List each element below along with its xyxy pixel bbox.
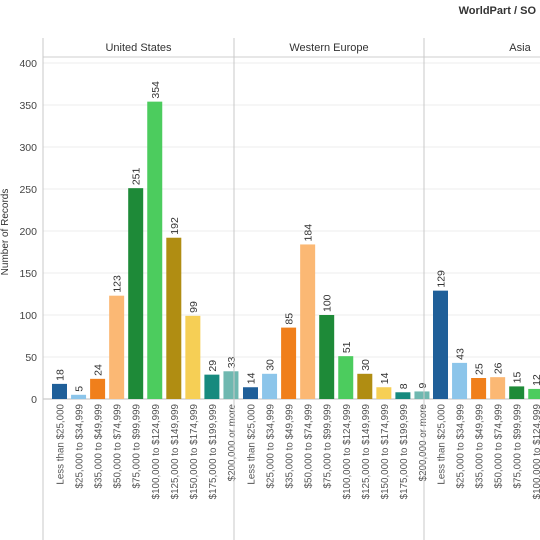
bar bbox=[490, 377, 506, 399]
panel-united-states: United States 18 Less than $25,000 5 $25,000… bbox=[42, 38, 239, 540]
category-label: $150,000 to $174,999 bbox=[380, 404, 391, 499]
panel-western-europe: Western Europe 14 Less than $25,000 30 $25,0… bbox=[233, 38, 430, 540]
y-axis: 0 50 100 150 200 250 300 350 400 bbox=[19, 58, 37, 406]
bar bbox=[243, 387, 258, 399]
bar bbox=[185, 315, 201, 399]
bar bbox=[319, 315, 335, 399]
bar-value-label: 30 bbox=[265, 359, 277, 371]
bar bbox=[262, 373, 278, 399]
category-label: $75,000 to $99,999 bbox=[323, 404, 334, 488]
bar-value-label: 123 bbox=[112, 275, 124, 293]
bar-value-label: 85 bbox=[284, 313, 296, 325]
category-label: $50,000 to $74,999 bbox=[113, 404, 124, 488]
category-label: $125,000 to $149,999 bbox=[170, 404, 181, 499]
panel-title: United States bbox=[105, 42, 172, 54]
bar-value-label: 25 bbox=[474, 363, 486, 375]
bar-value-label: 51 bbox=[341, 341, 353, 353]
bar-value-label: 30 bbox=[360, 359, 372, 371]
y-tick-label: 150 bbox=[19, 268, 37, 280]
bar bbox=[338, 356, 354, 399]
bar bbox=[471, 378, 487, 399]
y-axis-label: Number of Records bbox=[0, 189, 11, 276]
category-label: $35,000 to $49,999 bbox=[94, 404, 105, 488]
category-label: Less than $25,000 bbox=[247, 403, 258, 484]
bar bbox=[433, 290, 448, 399]
category-label: $200,000 or more bbox=[227, 403, 238, 481]
bar-value-label: 12 bbox=[531, 374, 540, 386]
y-tick-label: 50 bbox=[25, 352, 37, 364]
y-tick-label: 250 bbox=[19, 184, 37, 196]
bar bbox=[204, 374, 220, 399]
bar-value-label: 192 bbox=[169, 217, 181, 235]
bar-value-label: 9 bbox=[417, 382, 429, 388]
bar-value-label: 14 bbox=[246, 372, 258, 384]
category-label: $25,000 to $34,999 bbox=[75, 404, 86, 488]
bar bbox=[52, 383, 67, 399]
bar bbox=[528, 388, 540, 399]
bar-value-label: 354 bbox=[150, 81, 162, 99]
panel-title: Western Europe bbox=[289, 42, 368, 54]
category-label: $75,000 to $99,999 bbox=[132, 404, 143, 488]
bar-value-label: 14 bbox=[379, 372, 391, 384]
bar bbox=[395, 392, 411, 399]
bar bbox=[300, 244, 316, 399]
bar-value-label: 99 bbox=[188, 301, 200, 313]
category-label: $175,000 to $199,999 bbox=[208, 404, 219, 499]
category-label: $100,000 to $124,999 bbox=[532, 404, 540, 499]
y-tick-label: 300 bbox=[19, 142, 37, 154]
category-label: $200,000 or more bbox=[418, 403, 429, 481]
bar-value-label: 184 bbox=[303, 224, 315, 242]
bar-value-label: 43 bbox=[455, 348, 467, 360]
bar bbox=[509, 386, 525, 399]
category-label: $100,000 to $124,999 bbox=[342, 404, 353, 499]
grid-layer bbox=[43, 56, 540, 400]
bar-value-label: 5 bbox=[74, 386, 86, 392]
category-label: $35,000 to $49,999 bbox=[475, 404, 486, 488]
bar bbox=[357, 373, 373, 399]
category-label: $100,000 to $124,999 bbox=[151, 404, 162, 499]
category-label: $150,000 to $174,999 bbox=[189, 404, 200, 499]
bar bbox=[166, 237, 182, 399]
category-label: $25,000 to $34,999 bbox=[266, 404, 277, 488]
bar-value-label: 100 bbox=[322, 294, 334, 312]
category-label: Less than $25,000 bbox=[437, 403, 448, 484]
bar bbox=[223, 371, 239, 399]
bar bbox=[90, 378, 106, 399]
bar-value-label: 8 bbox=[398, 383, 410, 389]
bar-value-label: 29 bbox=[207, 360, 219, 372]
bar bbox=[147, 101, 163, 399]
category-label: Less than $25,000 bbox=[56, 403, 67, 484]
y-tick-label: 350 bbox=[19, 100, 37, 112]
bar-value-label: 251 bbox=[131, 167, 143, 185]
bar-value-label: 24 bbox=[93, 364, 105, 376]
bar-value-label: 26 bbox=[493, 362, 505, 374]
bar-value-label: 129 bbox=[436, 270, 448, 288]
category-label: $125,000 to $149,999 bbox=[361, 404, 372, 499]
bar bbox=[71, 394, 87, 399]
category-label: $35,000 to $49,999 bbox=[285, 404, 296, 488]
bar bbox=[452, 362, 468, 399]
y-tick-label: 200 bbox=[19, 226, 37, 238]
bar-value-label: 33 bbox=[226, 356, 238, 368]
category-label: $50,000 to $74,999 bbox=[494, 404, 505, 488]
bar bbox=[281, 327, 297, 399]
bar bbox=[414, 391, 430, 399]
panels: United States 18 Less than $25,000 5 $25,000… bbox=[42, 38, 540, 540]
category-label: $75,000 to $99,999 bbox=[513, 404, 524, 488]
category-label: $175,000 to $199,999 bbox=[399, 404, 410, 499]
bar bbox=[128, 188, 144, 399]
category-label: $25,000 to $34,999 bbox=[456, 404, 467, 488]
panel-asia: Asia 129 Less than $25,000 43 $25,000 to $34… bbox=[423, 38, 540, 540]
bar-value-label: 15 bbox=[512, 372, 524, 384]
panel-title: Asia bbox=[509, 42, 531, 54]
bar bbox=[109, 295, 125, 399]
y-tick-label: 0 bbox=[31, 394, 37, 406]
y-tick-label: 400 bbox=[19, 58, 37, 70]
bar-value-label: 18 bbox=[55, 369, 67, 381]
category-label: $50,000 to $74,999 bbox=[304, 404, 315, 488]
sheet-title: WorldPart / SO bbox=[459, 5, 537, 17]
bar bbox=[376, 387, 392, 399]
y-tick-label: 100 bbox=[19, 310, 37, 322]
